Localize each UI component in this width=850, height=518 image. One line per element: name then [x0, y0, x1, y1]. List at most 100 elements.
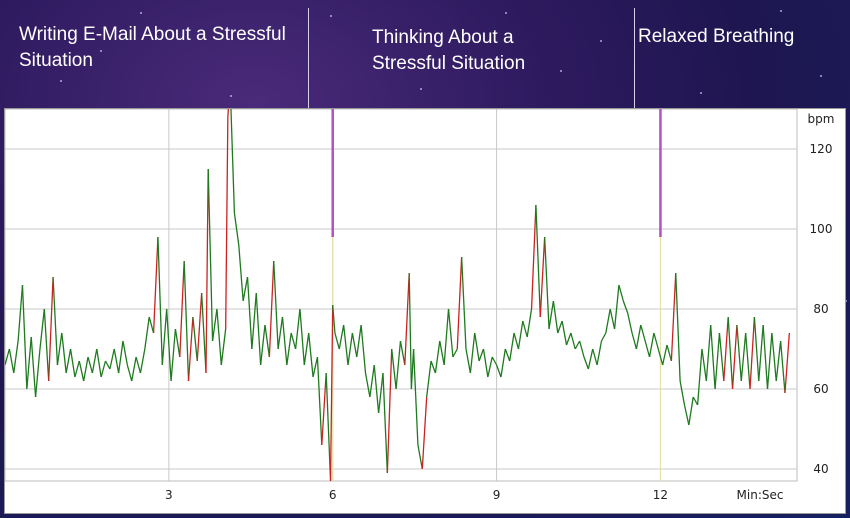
plot-area — [5, 109, 798, 482]
heart-rate-segment — [211, 308, 218, 342]
heart-rate-segment — [408, 272, 413, 390]
heart-rate-segment — [474, 332, 480, 362]
heart-rate-segment — [187, 316, 194, 382]
heart-rate-segment — [207, 168, 214, 342]
heart-rate-segment — [259, 324, 266, 366]
heart-rate-segment — [749, 316, 756, 390]
star-decoration — [100, 50, 102, 52]
heart-rate-segment — [100, 360, 107, 378]
heart-rate-segment — [561, 320, 568, 346]
heart-rate-segment — [535, 204, 541, 318]
heart-rate-segment — [766, 332, 773, 390]
heart-rate-segment — [286, 332, 292, 366]
heart-rate-segment — [410, 348, 415, 390]
heart-rate-segment — [395, 340, 402, 390]
star-decoration — [60, 80, 62, 82]
heart-rate-segment — [745, 332, 751, 390]
heart-rate-segment — [17, 284, 24, 342]
heart-rate-segment — [696, 348, 703, 406]
heart-rate-segment — [135, 356, 142, 374]
heart-rate-segment — [117, 340, 124, 374]
heart-rate-segment — [364, 372, 371, 398]
heart-rate-segment — [565, 332, 572, 346]
heart-rate-segment — [661, 344, 668, 366]
heart-rate-segment — [718, 332, 725, 382]
heart-rate-segment — [613, 284, 620, 330]
heart-rate-segment — [8, 348, 15, 374]
heart-rate-segment — [758, 324, 764, 382]
heart-rate-segment — [635, 324, 642, 350]
heart-rate-segment — [627, 312, 633, 334]
chart-canvas: 40 60 80 100 120 bpm 3 6 9 12 Min:Sec — [5, 109, 834, 502]
heart-rate-segment — [343, 324, 349, 366]
heart-rate-segment — [83, 356, 89, 382]
heart-rate-segment — [622, 300, 629, 314]
heart-rate-segment — [723, 316, 729, 382]
phase-label-line: Writing E-Mail About a Stressful — [19, 24, 286, 45]
heart-rate-segment — [731, 324, 738, 390]
heart-rate-segment — [644, 340, 651, 358]
heart-rate-segment — [69, 348, 76, 378]
heart-rate-segment — [399, 340, 406, 366]
heart-rate-segment — [308, 332, 314, 378]
heart-rate-segment — [666, 344, 672, 362]
phase-label-line: Relaxed Breathing — [638, 26, 795, 47]
heart-rate-segment — [13, 340, 19, 374]
heart-rate-segment — [96, 348, 102, 378]
star-decoration — [140, 12, 142, 14]
heart-rate-segment — [447, 308, 454, 358]
heart-rate-segment — [230, 109, 236, 214]
heart-rate-segment — [456, 256, 463, 350]
heart-rate-segment — [526, 308, 533, 338]
heart-rate-segment — [679, 380, 686, 406]
heart-rate-segment — [657, 348, 664, 366]
heart-rate-segment — [421, 396, 428, 470]
heart-rate-segment — [592, 348, 598, 366]
heart-rate-segment — [268, 260, 275, 358]
heart-rate-segment — [460, 256, 467, 350]
heart-rate-segment — [174, 328, 181, 358]
y-tick-label: 60 — [813, 382, 828, 396]
heart-rate-segment — [583, 356, 589, 370]
heart-rate-segment — [56, 332, 63, 366]
heart-rate-segment — [377, 372, 384, 414]
heart-rate-segment — [122, 340, 128, 366]
phase-label-line: Stressful Situation — [372, 53, 526, 74]
heart-rate-segment — [478, 348, 485, 362]
heart-rate-segment — [404, 272, 410, 366]
star-decoration — [700, 92, 702, 94]
heart-rate-segment — [675, 272, 681, 382]
heart-rate-segment — [183, 260, 190, 382]
heart-rate-segment — [417, 444, 423, 470]
x-tick-label: 3 — [165, 488, 173, 502]
heart-rate-segment — [701, 348, 707, 382]
heart-rate-segment — [530, 204, 537, 310]
heart-rate-segment — [74, 360, 80, 378]
heart-rate-segment — [200, 292, 207, 374]
heart-rate-segment — [144, 316, 150, 350]
heart-rate-segment — [487, 356, 493, 378]
heart-rate-segment — [605, 308, 611, 334]
heart-rate-segment — [251, 292, 257, 350]
star-decoration — [505, 12, 507, 14]
heart-rate-segment — [148, 316, 155, 334]
phase-label-thinking: Thinking About a Stressful Situation — [372, 25, 525, 77]
heart-rate-segment — [34, 348, 41, 398]
heart-rate-segment — [688, 396, 694, 426]
heart-rate-segment — [434, 340, 441, 374]
heart-rate-segment — [21, 284, 28, 390]
heart-rate-segment — [334, 332, 340, 350]
y-tick-label: 120 — [810, 142, 833, 156]
heart-rate-segment — [439, 340, 445, 366]
heart-rate-segment — [277, 316, 284, 350]
heart-rate-segment — [347, 332, 354, 366]
heart-rate-segment — [653, 332, 659, 350]
heart-rate-segment — [513, 332, 520, 350]
star-decoration — [600, 40, 602, 42]
heart-rate-chart: 40 60 80 100 120 bpm 3 6 9 12 Min:Sec — [4, 108, 846, 514]
heart-rate-segment — [609, 308, 616, 330]
heart-rate-segment — [391, 348, 397, 390]
heart-rate-segment — [692, 396, 699, 406]
heart-rate-segment — [469, 332, 476, 374]
star-decoration — [330, 15, 332, 17]
